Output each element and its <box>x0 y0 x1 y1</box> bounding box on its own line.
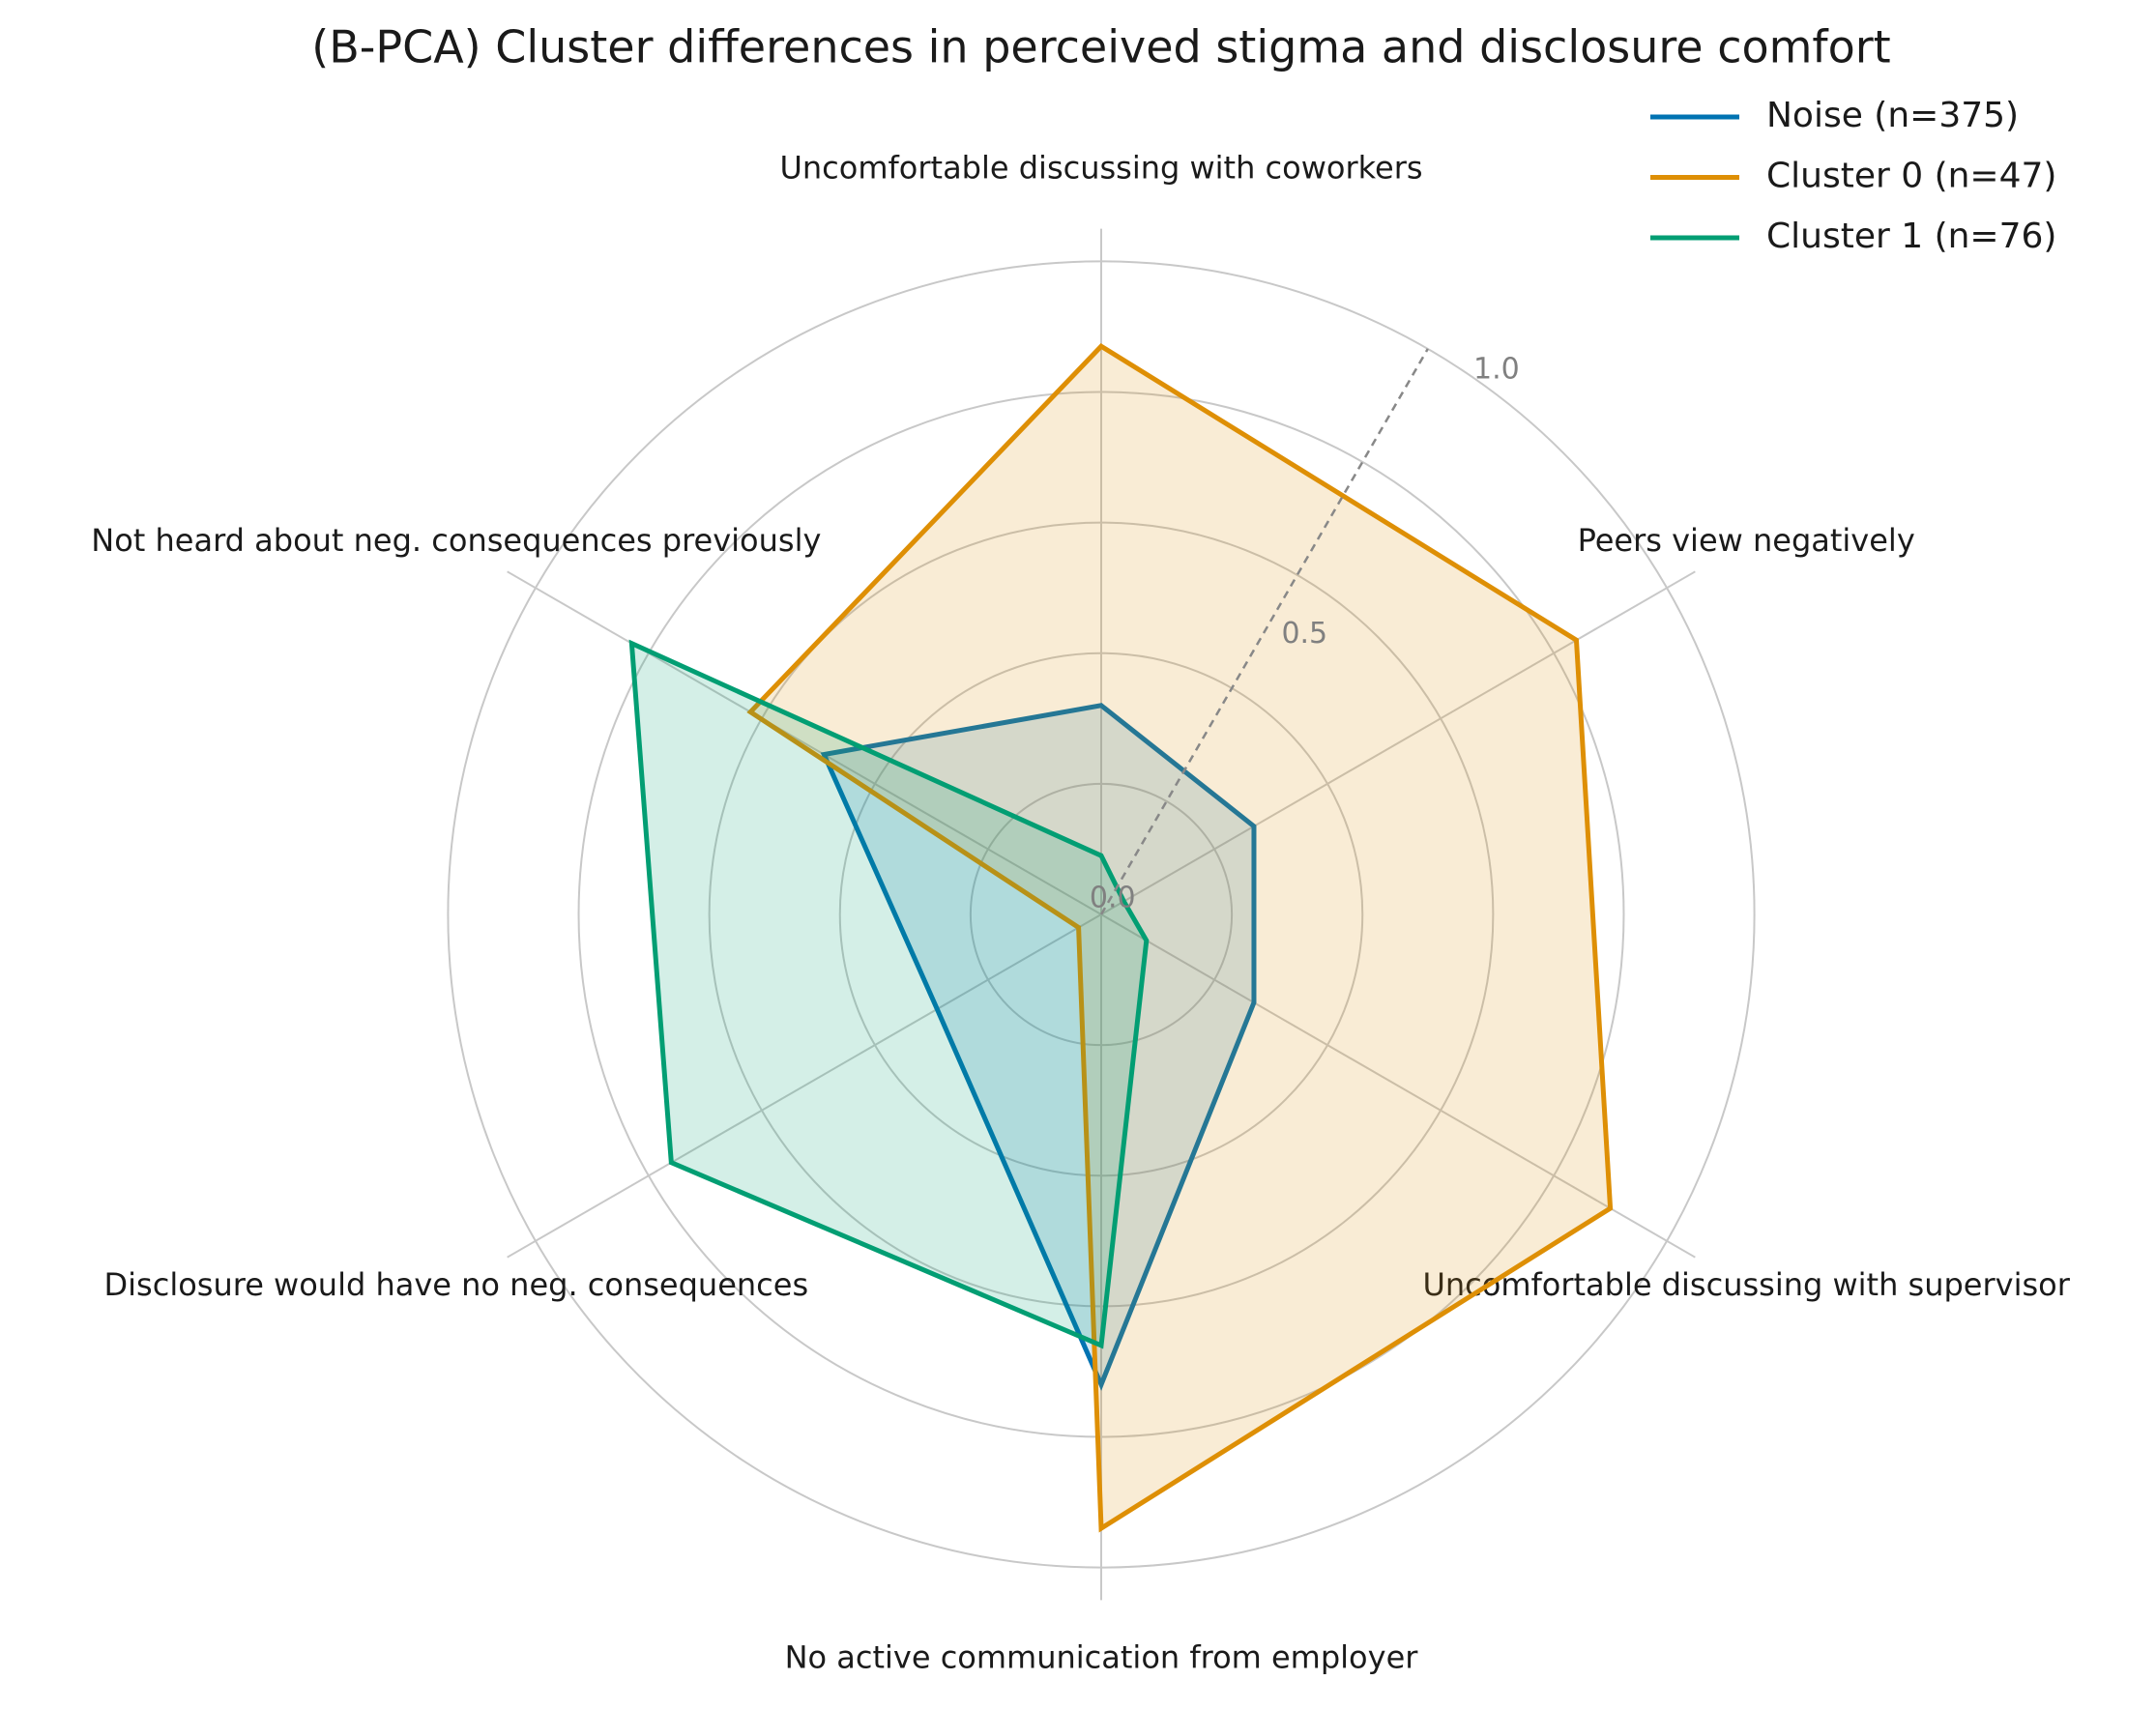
legend-label: Cluster 1 (n=76) <box>1766 217 2056 256</box>
axis-label: Disclosure would have no neg. consequenc… <box>104 1266 809 1303</box>
axis-label: Not heard about neg. consequences previo… <box>91 522 821 559</box>
r-tick-label: 0.0 <box>1090 881 1136 914</box>
r-tick-label: 1.0 <box>1473 353 1520 387</box>
axis-label: Uncomfortable discussing with supervisor <box>1422 1266 2070 1303</box>
spoke <box>1100 913 1696 1259</box>
radial-axis <box>1099 348 1429 915</box>
axis-label: No active communication from employer <box>785 1638 1419 1675</box>
axis-label: Peers view negatively <box>1578 522 1915 559</box>
legend-label: Cluster 0 (n=47) <box>1766 157 2056 196</box>
series-area <box>824 705 1254 1385</box>
r-tick-label: 0.5 <box>1281 617 1327 651</box>
series-area <box>750 346 1611 1529</box>
series-line <box>628 639 1150 1349</box>
chart-title: (B-PCA) Cluster differences in perceived… <box>311 21 1890 73</box>
spoke <box>507 913 1102 1259</box>
spoke <box>1100 570 1696 915</box>
axis-label: Uncomfortable discussing with coworkers <box>779 150 1422 187</box>
series-line <box>820 703 1257 1391</box>
spoke <box>507 570 1102 915</box>
series-line <box>746 343 1614 1533</box>
legend-label: Noise (n=375) <box>1766 96 2019 135</box>
